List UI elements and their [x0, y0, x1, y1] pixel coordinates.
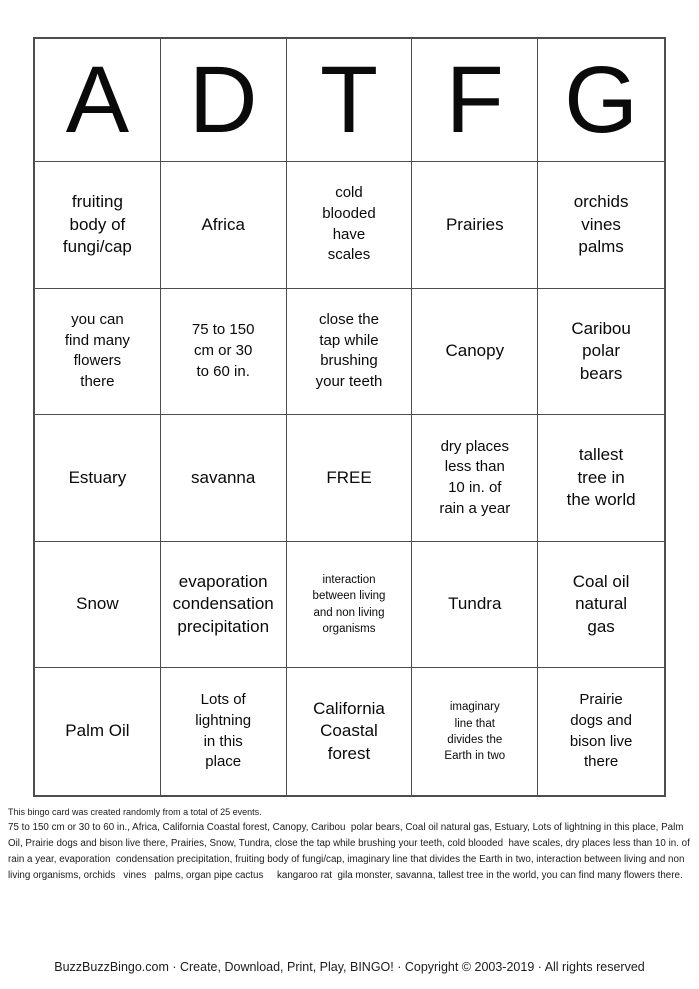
bingo-cell-text: tallest tree in the world	[566, 445, 636, 510]
bingo-cell[interactable]: evaporation condensation precipitation	[160, 541, 287, 669]
bingo-cell-text: Coal oil natural gas	[572, 571, 630, 636]
bingo-cell[interactable]: Africa	[160, 162, 287, 289]
bingo-cell[interactable]: Canopy	[412, 288, 539, 416]
bingo-cell-text: 75 to 150 cm or 30 to 60 in.	[191, 321, 255, 380]
bingo-cell[interactable]: Estuary	[35, 415, 161, 542]
bingo-cell[interactable]: cold blooded have scales	[286, 162, 413, 289]
column-header-letter: F	[445, 46, 504, 153]
column-header-letter: T	[319, 46, 378, 153]
bingo-cell[interactable]: tallest tree in the world	[538, 415, 664, 542]
bingo-cell[interactable]: Palm Oil	[35, 668, 161, 795]
column-header-A: A	[35, 39, 161, 162]
column-header-F: F	[412, 39, 539, 162]
bingo-cell[interactable]: Tundra	[412, 541, 539, 669]
bingo-cell-text: close the tap while brushing your teeth	[315, 311, 383, 391]
bingo-cell[interactable]: interaction between living and non livin…	[286, 541, 413, 669]
bingo-cell-text: dry places less than 10 in. of rain a ye…	[439, 437, 511, 517]
bingo-cell-text: you can find many flowers there	[64, 311, 130, 391]
bingo-grid: A D T F G fruiting body of fungi/cap Afr…	[33, 37, 666, 797]
bingo-cell-text: savanna	[191, 467, 256, 487]
bingo-cell[interactable]: 75 to 150 cm or 30 to 60 in.	[160, 288, 287, 416]
bingo-cell[interactable]: imaginary line that divides the Earth in…	[412, 668, 539, 795]
bingo-cell[interactable]: orchids vines palms	[538, 162, 664, 289]
bingo-cell-text: Estuary	[68, 467, 127, 487]
card-footer-notes: This bingo card was created randomly fro…	[8, 804, 692, 884]
copyright-credit-line: BuzzBuzzBingo.com · Create, Download, Pr…	[54, 960, 645, 974]
column-header-D: D	[160, 39, 287, 162]
bingo-cell-text: interaction between living and non livin…	[312, 574, 386, 635]
bingo-cell-text: Caribou polar bears	[571, 318, 631, 383]
bingo-cell[interactable]: savanna	[160, 415, 287, 542]
bingo-cell-text: evaporation condensation precipitation	[172, 571, 274, 636]
bingo-cell[interactable]: close the tap while brushing your teeth	[286, 288, 413, 416]
bingo-cell[interactable]: dry places less than 10 in. of rain a ye…	[412, 415, 539, 542]
bingo-cell[interactable]: fruiting body of fungi/cap	[35, 162, 161, 289]
bingo-cell-text: Tundra	[448, 594, 502, 614]
bingo-cell[interactable]: Prairies	[412, 162, 539, 289]
free-cell-text: FREE	[326, 467, 372, 487]
column-header-letter: G	[564, 46, 639, 153]
column-header-letter: D	[188, 46, 258, 153]
bingo-cell-text: Africa	[201, 214, 245, 234]
bingo-cell-text: Canopy	[445, 341, 505, 361]
bingo-cell[interactable]: Snow	[35, 541, 161, 669]
bingo-cell[interactable]: Coal oil natural gas	[538, 542, 664, 669]
bingo-cell[interactable]: California Coastal forest	[287, 668, 413, 795]
column-header-G: G	[538, 39, 664, 162]
bingo-cell-text: imaginary line that divides the Earth in…	[444, 701, 506, 762]
column-header-T: T	[286, 39, 413, 162]
bingo-cell[interactable]: Prairie dogs and bison live there	[538, 668, 664, 795]
bingo-cell-text: Prairie dogs and bison live there	[569, 691, 633, 771]
bingo-cell-text: Prairies	[445, 214, 504, 234]
bingo-cell[interactable]: you can find many flowers there	[35, 288, 161, 416]
bingo-cell-text: fruiting body of fungi/cap	[62, 192, 132, 257]
bingo-cell-text: Palm Oil	[65, 721, 130, 741]
bingo-cell-text: orchids vines palms	[573, 192, 629, 257]
bingo-cell[interactable]: Caribou polar bears	[538, 289, 664, 416]
free-cell[interactable]: FREE	[286, 415, 413, 542]
bingo-cell-text: California Coastal forest	[313, 699, 385, 763]
column-header-letter: A	[65, 46, 130, 153]
bingo-cell-text: Snow	[76, 594, 119, 614]
bingo-cell-text: cold blooded have scales	[322, 184, 376, 264]
card-events-list-text: 75 to 150 cm or 30 to 60 in., Africa, Ca…	[8, 822, 693, 881]
bingo-cell-text: Lots of lightning in this place	[195, 691, 252, 771]
bingo-cell[interactable]: Lots of lightning in this place	[161, 668, 287, 795]
card-summary-text: This bingo card was created randomly fro…	[8, 807, 262, 817]
